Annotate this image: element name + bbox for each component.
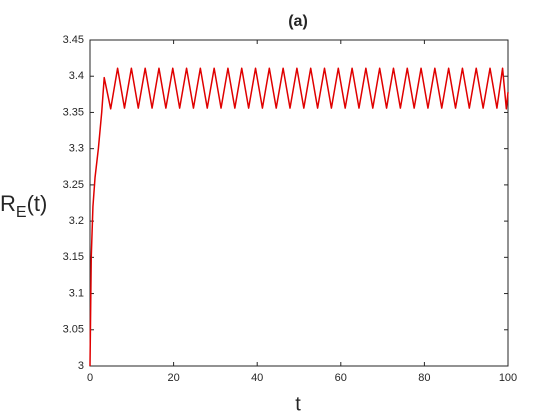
y-tick-label: 3.15 (63, 251, 84, 263)
y-tick-label: 3.35 (63, 106, 84, 118)
x-tick-label: 40 (251, 372, 263, 384)
y-label-main: R (0, 191, 16, 216)
x-tick-label: 20 (167, 372, 179, 384)
line (89, 67, 509, 367)
plot-box (89, 39, 509, 367)
x-axis-label: t (295, 393, 301, 415)
y-tick-label: 3.4 (69, 70, 84, 82)
x-tick-label: 60 (335, 372, 347, 384)
y-tick-label: 3.45 (63, 34, 84, 46)
y-tick-label: 3.3 (69, 143, 84, 155)
y-tick-label: 3.2 (69, 215, 84, 227)
y-tick-label: 3.05 (63, 324, 84, 336)
y-label-tail: (t) (27, 191, 48, 216)
y-tick-label: 3 (78, 360, 84, 372)
y-axis-label: RE(t) (0, 191, 47, 221)
chart-title: (a) (288, 13, 308, 30)
y-label-sub: E (16, 204, 27, 221)
x-tick-label: 100 (499, 372, 517, 384)
x-tick-label: 80 (418, 372, 430, 384)
x-tick-label: 0 (87, 372, 93, 384)
y-tick-label: 3.1 (69, 287, 84, 299)
y-tick-label: 3.25 (63, 179, 84, 191)
